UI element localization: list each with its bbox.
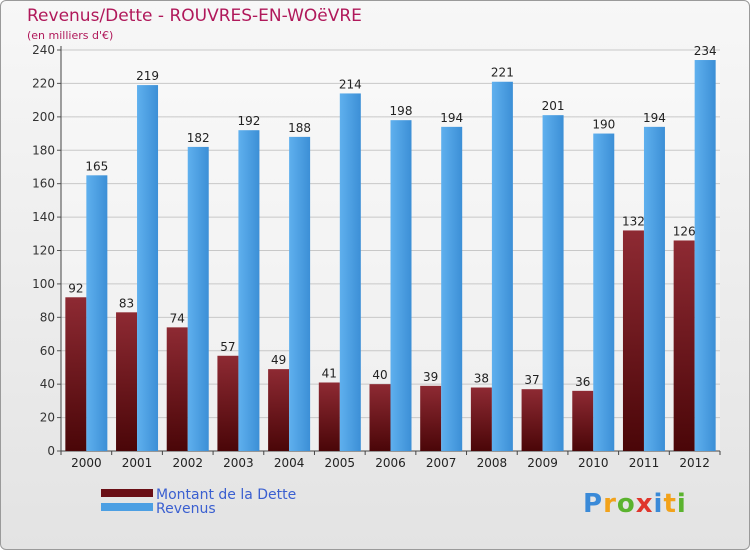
data-label-debt: 74 xyxy=(170,311,185,325)
bar-debt xyxy=(116,312,138,451)
bar-revenus xyxy=(542,115,564,451)
x-tick-label: 2003 xyxy=(223,456,254,470)
data-label-revenus: 192 xyxy=(237,114,260,128)
y-tick-label: 60 xyxy=(40,344,55,358)
bar-revenus xyxy=(593,133,615,451)
data-label-revenus: 201 xyxy=(542,99,565,113)
x-tick-label: 2011 xyxy=(629,456,660,470)
legend-item-revenus: Revenus xyxy=(101,501,216,517)
bar-revenus xyxy=(694,60,716,452)
bar-revenus xyxy=(491,81,513,451)
data-label-debt: 92 xyxy=(68,281,83,295)
bar-debt xyxy=(673,240,695,451)
axes: 0 20 40 60 80 100 120 140 160 180 200 220 240 2000 200… xyxy=(32,43,721,470)
y-tick-label: 0 xyxy=(47,444,55,458)
bar-revenus xyxy=(289,136,311,451)
bar-debt xyxy=(217,355,239,451)
data-label-debt: 41 xyxy=(322,366,337,380)
bar-debt xyxy=(268,369,290,451)
y-tick-label: 100 xyxy=(32,277,55,291)
x-tick-label: 2009 xyxy=(527,456,558,470)
data-label-debt: 57 xyxy=(220,340,235,354)
data-label-revenus: 234 xyxy=(694,44,717,58)
data-label-revenus: 198 xyxy=(390,104,413,118)
legend-item-debt: Montant de la Dette xyxy=(101,487,296,503)
y-tick-label: 140 xyxy=(32,210,55,224)
data-label-debt: 36 xyxy=(575,375,590,389)
bar-revenus xyxy=(643,126,665,451)
bar-revenus xyxy=(390,120,412,452)
y-tick-label: 180 xyxy=(32,143,55,157)
chart-title: Revenus/Dette - ROUVRES-EN-WOëVRE xyxy=(27,6,362,26)
data-label-debt: 126 xyxy=(673,224,696,238)
bar-debt xyxy=(521,389,543,451)
x-tick-label: 2005 xyxy=(325,456,356,470)
bar-revenus xyxy=(137,85,159,452)
bar-debt xyxy=(65,297,87,451)
data-label-debt: 49 xyxy=(271,353,286,367)
data-label-revenus: 165 xyxy=(85,159,108,173)
bar-revenus xyxy=(339,93,361,452)
x-tick-label: 2001 xyxy=(122,456,153,470)
bar-debt xyxy=(622,230,644,451)
y-tick-label: 80 xyxy=(40,310,55,324)
brand-logo: Proxiti xyxy=(583,489,687,519)
data-label-revenus: 214 xyxy=(339,77,362,91)
y-tick-label: 160 xyxy=(32,177,55,191)
data-label-revenus: 221 xyxy=(491,66,514,80)
x-tick-label: 2012 xyxy=(679,456,710,470)
data-label-revenus: 190 xyxy=(592,118,615,132)
y-tick-label: 120 xyxy=(32,244,55,258)
bar-revenus xyxy=(86,175,108,451)
data-labels: 92 165 83 219 74 182 57 192 49 188 41 214 40 198 39 194… xyxy=(68,44,716,389)
bar-revenus xyxy=(238,130,260,451)
data-label-debt: 38 xyxy=(474,372,489,386)
y-tick-label: 220 xyxy=(32,76,55,90)
data-label-debt: 39 xyxy=(423,370,438,384)
data-label-revenus: 194 xyxy=(643,111,666,125)
data-label-revenus: 188 xyxy=(288,121,311,135)
data-label-debt: 83 xyxy=(119,296,134,310)
bar-debt xyxy=(572,390,594,451)
x-tick-label: 2007 xyxy=(426,456,457,470)
y-tick-label: 200 xyxy=(32,110,55,124)
y-tick-label: 20 xyxy=(40,411,55,425)
bar-debt xyxy=(420,385,442,451)
x-tick-label: 2008 xyxy=(477,456,508,470)
bar-debt xyxy=(318,382,340,451)
data-label-debt: 37 xyxy=(524,373,539,387)
x-tick-label: 2002 xyxy=(172,456,203,470)
bar-revenus xyxy=(441,126,463,451)
x-tick-label: 2004 xyxy=(274,456,305,470)
data-label-revenus: 182 xyxy=(187,131,210,145)
x-tick-label: 2006 xyxy=(375,456,406,470)
bars xyxy=(65,60,716,452)
data-label-debt: 132 xyxy=(622,214,645,228)
legend-swatch-revenus xyxy=(101,503,153,511)
legend-label-debt: Montant de la Dette xyxy=(156,487,297,503)
data-label-revenus: 194 xyxy=(440,111,463,125)
bar-debt xyxy=(369,384,391,451)
x-tick-label: 2000 xyxy=(71,456,102,470)
bar-debt xyxy=(470,387,492,451)
y-tick-label: 40 xyxy=(40,377,55,391)
data-label-revenus: 219 xyxy=(136,69,159,83)
legend-swatch-debt xyxy=(101,489,153,497)
bar-debt xyxy=(166,327,188,451)
data-label-debt: 40 xyxy=(372,368,387,382)
chart-subtitle: (en milliers d'€) xyxy=(27,29,114,42)
x-tick-label: 2010 xyxy=(578,456,609,470)
y-tick-label: 240 xyxy=(32,43,55,57)
legend-label-revenus: Revenus xyxy=(156,501,216,517)
bar-revenus xyxy=(187,146,209,452)
